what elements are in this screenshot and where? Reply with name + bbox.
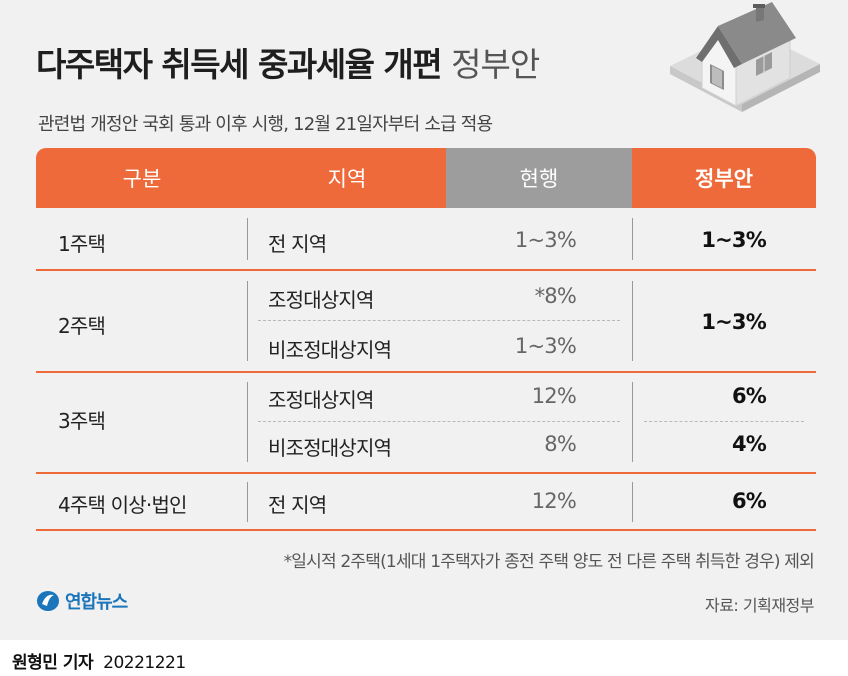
- proposal-rate: 1~3%: [701, 310, 766, 334]
- house-icon: [670, 2, 820, 112]
- row-divider: [36, 269, 816, 271]
- column-divider: [247, 218, 248, 260]
- proposal-rate: 4%: [731, 432, 767, 456]
- column-divider: [632, 482, 633, 522]
- logo-text: 연합뉴스: [65, 592, 128, 613]
- category-2house: 2주택: [58, 314, 106, 338]
- source: 자료: 기획재정부: [704, 596, 815, 615]
- header-current: 현행: [446, 148, 632, 208]
- proposal-rate: 6%: [731, 384, 767, 408]
- page-title: 다주택자 취득세 중과세율 개편 정부안: [36, 38, 540, 86]
- category-1house: 1주택: [58, 232, 106, 256]
- footnote: *일시적 2주택(1세대 1주택자가 종전 주택 양도 전 다른 주택 취득한 …: [283, 552, 815, 572]
- region-cell: 비조정대상지역: [268, 338, 392, 362]
- subrow-divider: [258, 421, 620, 422]
- column-divider: [247, 382, 248, 462]
- proposal-rate: 1~3%: [701, 228, 766, 252]
- subrow-divider: [644, 421, 804, 422]
- row-divider: [36, 371, 816, 373]
- region-cell: 전 지역: [268, 232, 327, 256]
- yonhap-logo: 연합뉴스: [35, 588, 128, 614]
- region-cell: 전 지역: [268, 493, 327, 517]
- current-rate: 12%: [531, 384, 577, 408]
- header-category: 구분: [36, 148, 248, 208]
- subtitle: 관련법 개정안 국회 통과 이후 시행, 12월 21일자부터 소급 적용: [38, 114, 493, 135]
- category-3house: 3주택: [58, 409, 106, 433]
- title-suffix: 정부안: [451, 45, 540, 84]
- current-rate: 1~3%: [514, 334, 577, 358]
- column-divider: [247, 482, 248, 522]
- header-region: 지역: [248, 148, 446, 208]
- region-cell: 비조정대상지역: [268, 436, 392, 460]
- current-rate: *8%: [534, 284, 577, 308]
- proposal-rate: 6%: [731, 489, 767, 513]
- current-rate: 8%: [544, 432, 577, 456]
- column-divider: [247, 281, 248, 361]
- current-rate: 1~3%: [514, 228, 577, 252]
- region-cell: 조정대상지역: [268, 288, 374, 312]
- subrow-divider: [258, 320, 620, 321]
- title-main: 다주택자 취득세 중과세율 개편: [36, 45, 443, 84]
- publish-date: 20221221: [103, 653, 186, 673]
- column-divider: [632, 281, 633, 361]
- byline: 원형민 기자 20221221: [12, 648, 186, 673]
- reporter-name: 원형민 기자: [12, 653, 94, 673]
- column-divider: [632, 218, 633, 260]
- region-cell: 조정대상지역: [268, 388, 374, 412]
- infographic-card: 다주택자 취득세 중과세율 개편 정부안 관련법 개정안 국회 통과 이후 시행…: [0, 0, 848, 640]
- row-divider: [36, 472, 816, 474]
- column-divider: [632, 382, 633, 462]
- yonhap-logo-icon: [37, 591, 59, 611]
- header-proposal: 정부안: [632, 148, 816, 208]
- category-4house-corp: 4주택 이상·법인: [58, 493, 187, 517]
- current-rate: 12%: [531, 489, 577, 513]
- row-divider: [36, 529, 816, 531]
